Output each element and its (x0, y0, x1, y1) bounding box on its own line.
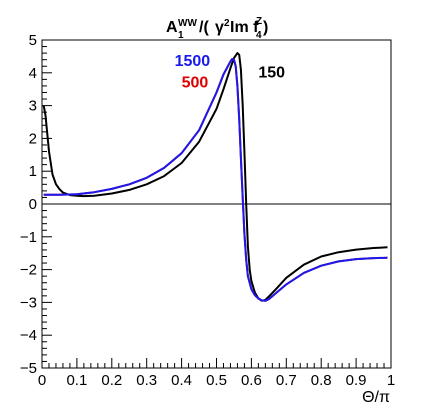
x-tick-label: 1 (387, 372, 395, 389)
y-tick-label: 5 (29, 32, 37, 49)
title-gamma: γ (215, 19, 224, 36)
legend: 1500 500 150 (175, 53, 286, 91)
title-close: ) (263, 19, 268, 36)
x-tick-label: 0.5 (206, 372, 227, 389)
title-f-superscript-Z: Z (256, 16, 262, 27)
y-tick-label: 4 (29, 65, 37, 82)
x-tick-label: 0.8 (311, 372, 332, 389)
y-tick-label: −5 (20, 360, 37, 377)
plot-title: A 1 WW /( γ 2 Im f Z 4 ) (166, 16, 268, 41)
y-tick-label: 1 (29, 163, 37, 180)
title-subscript-1: 1 (178, 30, 184, 41)
x-tick-label: 0.2 (101, 372, 122, 389)
title-superscript-WW: WW (178, 18, 197, 29)
y-tick-label: −3 (20, 294, 37, 311)
title-f-subscript-4: 4 (256, 30, 262, 41)
y-tick-label: −1 (20, 229, 37, 246)
axis-layer: 0 0.1 0.2 0.3 0.4 0.5 0.6 0.7 0.8 0.9 1 5 4 3 2 1 0 −1 −2 −… (20, 32, 395, 389)
y-tick-label: −4 (20, 327, 37, 344)
legend-label-150: 150 (258, 65, 285, 82)
title-gamma-superscript: 2 (224, 18, 230, 29)
legend-label-500: 500 (182, 75, 209, 92)
series-line-150 (42, 52, 388, 302)
title-open: /( (199, 19, 209, 36)
series-line-1500 (43, 58, 388, 302)
x-tick-label: 0.1 (66, 372, 87, 389)
x-tick-label: 0.4 (171, 372, 192, 389)
x-tick-label: 0.6 (241, 372, 262, 389)
x-tick-label: 0.9 (346, 372, 367, 389)
y-tick-label: 2 (29, 130, 37, 147)
x-tick-label: 0 (38, 372, 46, 389)
title-main-A: A (166, 19, 178, 36)
y-tick-label: 0 (29, 196, 37, 213)
y-tick-label: 3 (29, 98, 37, 115)
x-tick-label: 0.7 (276, 372, 297, 389)
x-tick-label: 0.3 (136, 372, 157, 389)
legend-label-1500: 1500 (175, 53, 211, 70)
y-tick-label: −2 (20, 262, 37, 279)
x-axis-label: Θ/π (362, 389, 390, 406)
title-im-f: Im f (230, 19, 259, 36)
series-layer (42, 52, 388, 302)
